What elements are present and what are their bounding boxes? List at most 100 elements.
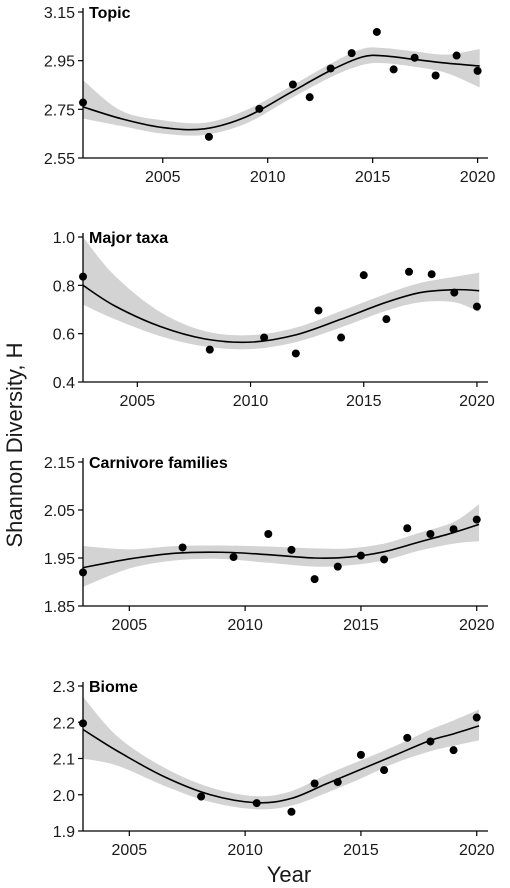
data-point [288,80,297,89]
data-point [452,51,461,60]
x-tick-label: 2005 [145,169,181,186]
data-point [356,551,365,560]
x-tick-label: 2015 [355,169,391,186]
y-tick-label: 0.6 [53,327,75,344]
x-tick-label: 2010 [227,842,263,859]
data-point [389,65,398,74]
data-point [426,737,435,746]
panel-title: Major taxa [89,230,168,247]
y-tick-label: 1.0 [53,230,75,247]
data-point [337,333,346,342]
data-point [449,525,458,534]
data-point [287,545,296,554]
x-axis-title: Year [267,862,311,887]
y-tick-label: 2.15 [44,455,75,472]
confidence-band [83,237,480,350]
data-point [472,515,481,524]
data-point [252,799,261,808]
data-point [197,792,206,801]
data-point [405,267,414,276]
data-point [472,713,481,722]
y-tick-label: 3.15 [44,5,75,22]
data-point [229,553,238,562]
panel-title: Biome [89,679,138,696]
data-point [264,530,273,538]
panel-2: 0.4 0.6 0.8 1.0 2005 2010 2015 2020 Major taxa [53,230,495,410]
y-tick-label: 2.3 [53,679,75,696]
confidence-band [83,504,480,587]
y-tick-label: 2.0 [53,788,75,805]
data-point [449,746,458,755]
data-point [305,93,314,102]
trend-line [82,284,480,344]
y-tick-label: 2.1 [53,752,75,769]
data-point [79,719,87,728]
data-point [310,779,319,788]
data-point [359,271,368,280]
data-point [473,66,482,75]
trend-line [82,523,480,569]
y-tick-label: 0.8 [53,278,75,295]
data-point [380,766,389,775]
data-point [260,333,269,342]
data-point [450,288,459,297]
panel-1: 2.55 2.75 2.95 3.15 2005 2010 2015 2020 Topic [44,5,496,186]
data-point [410,53,419,62]
data-point [205,345,214,354]
y-tick-label: 2.75 [44,102,75,119]
y-tick-label: 1.85 [44,599,75,616]
x-tick-label: 2020 [459,393,495,410]
confidence-band [83,696,480,810]
y-tick-label: 1.95 [44,551,75,568]
y-tick-label: 2.55 [44,151,75,168]
panel-3: 1.85 1.95 2.05 2.15 2005 2010 2015 2020 Carnivor… [44,455,495,634]
data-point [427,270,436,279]
y-tick-label: 2.05 [44,503,75,520]
y-tick-label: 1.9 [53,824,75,841]
data-point [472,302,481,311]
panel-title: Topic [89,5,131,22]
data-point [204,132,213,141]
y-tick-label: 2.2 [53,715,75,732]
data-point [372,27,381,36]
y-tick-label: 2.95 [44,54,75,71]
data-point [426,530,435,538]
data-point [382,315,391,324]
x-tick-label: 2020 [459,842,495,859]
data-point [310,575,319,584]
x-tick-label: 2015 [343,842,379,859]
confidence-band [83,47,480,136]
y-tick-label: 0.4 [53,375,75,392]
data-point [178,543,187,552]
x-tick-label: 2005 [112,617,148,634]
data-point [333,562,342,571]
panel-4: 1.9 2.0 2.1 2.2 2.3 2005 2010 2015 2020 Biome [53,679,495,859]
data-point [380,555,389,564]
data-point [255,104,264,113]
panel-title: Carnivore families [89,455,228,472]
data-point [356,750,365,759]
data-point [403,524,412,533]
data-point [347,49,356,58]
x-tick-label: 2015 [343,617,379,634]
data-point [291,349,300,358]
data-point [314,306,323,315]
x-tick-label: 2005 [120,393,156,410]
x-tick-label: 2005 [112,842,148,859]
data-point [403,733,412,742]
x-tick-label: 2010 [233,393,269,410]
data-point [79,272,87,281]
data-point [326,64,335,73]
x-tick-label: 2010 [227,617,263,634]
x-tick-label: 2010 [250,169,286,186]
y-axis-title: Shannon Diversity, H [2,342,27,547]
data-point [79,98,87,107]
x-tick-label: 2020 [459,617,495,634]
data-point [79,568,87,577]
data-point [287,807,296,816]
data-point [333,778,342,787]
x-tick-label: 2015 [346,393,382,410]
x-tick-label: 2020 [460,169,496,186]
data-point [431,71,440,80]
